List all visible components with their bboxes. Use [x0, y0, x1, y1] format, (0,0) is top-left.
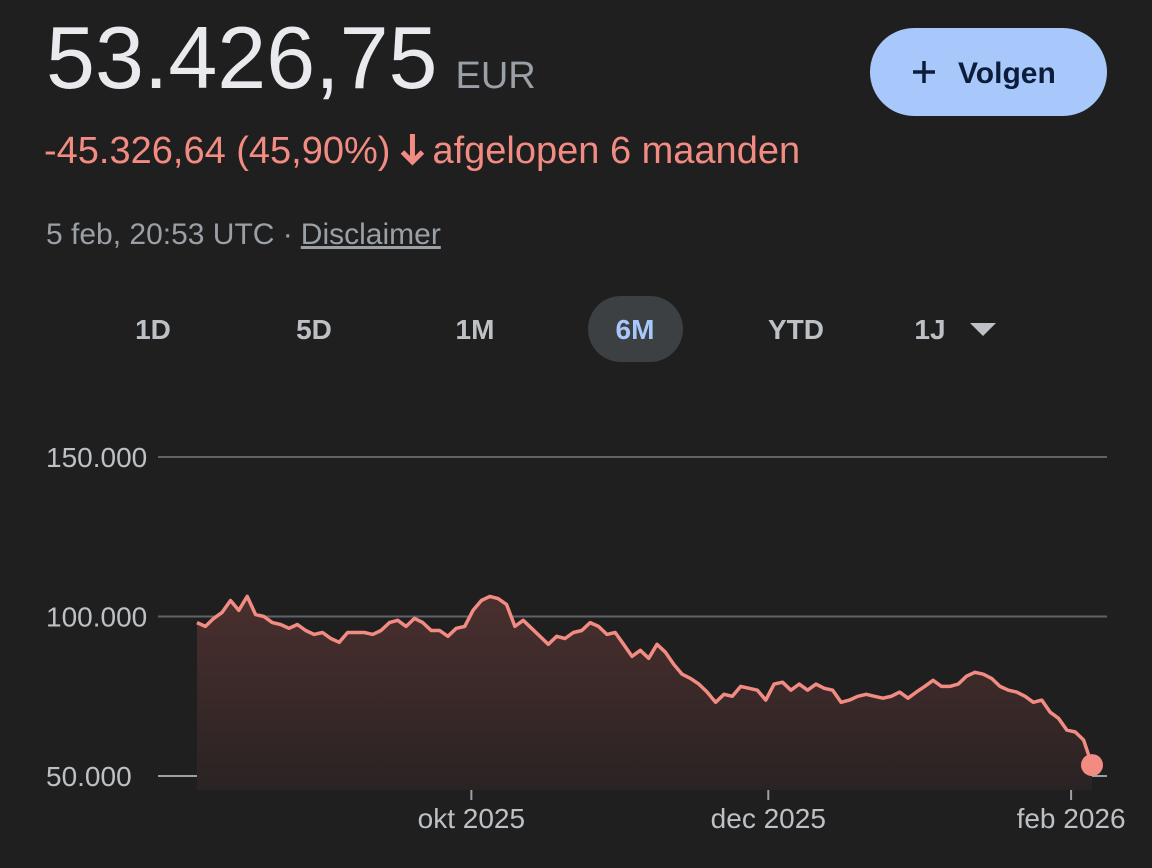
- tab[interactable]: YTD: [768, 314, 824, 345]
- down-arrow: [400, 134, 425, 166]
- last-point: [1081, 754, 1103, 777]
- x-tick-label: dec 2025: [711, 803, 826, 834]
- follow-button[interactable]: Volgen: [870, 28, 1107, 116]
- plus-icon[interactable]: [913, 61, 935, 83]
- tab[interactable]: 1D: [135, 314, 171, 345]
- tab-label[interactable]: 1M: [456, 314, 495, 345]
- price: 53.426,75: [46, 8, 438, 107]
- currency: EUR: [456, 55, 536, 97]
- tab[interactable]: 5D: [296, 314, 332, 345]
- x-tick-label: okt 2025: [418, 803, 525, 834]
- change: -45.326,64 (45,90%): [44, 130, 390, 172]
- y-tick-label: 150.000: [46, 442, 147, 473]
- x-tick-label: feb 2026: [1017, 803, 1126, 834]
- timestamp: 5 feb, 20:53 UTC ·: [46, 218, 293, 251]
- dropdown-icon[interactable]: [970, 323, 996, 336]
- y-tick-label: 100.000: [46, 602, 147, 633]
- tab[interactable]: 1J: [914, 314, 996, 345]
- arrow-icon: [400, 134, 425, 166]
- tab-label[interactable]: 1J: [914, 314, 945, 345]
- tab-label[interactable]: YTD: [768, 314, 824, 345]
- tab[interactable]: 1M: [456, 314, 495, 345]
- period: afgelopen 6 maanden: [432, 130, 800, 172]
- tab-label[interactable]: 6M: [616, 314, 655, 345]
- area-fill: [197, 596, 1092, 790]
- button-label[interactable]: Volgen: [958, 57, 1056, 90]
- tab-label[interactable]: 5D: [296, 314, 332, 345]
- tab-label[interactable]: 1D: [135, 314, 171, 345]
- button-background[interactable]: [870, 28, 1107, 116]
- tab-selected-background[interactable]: [588, 296, 683, 362]
- price-line: [196, 594, 1094, 766]
- y-tick-label: 50.000: [46, 761, 132, 792]
- tab[interactable]: 6M: [588, 296, 683, 362]
- disclaimer-link[interactable]: Disclaimer: [301, 218, 441, 251]
